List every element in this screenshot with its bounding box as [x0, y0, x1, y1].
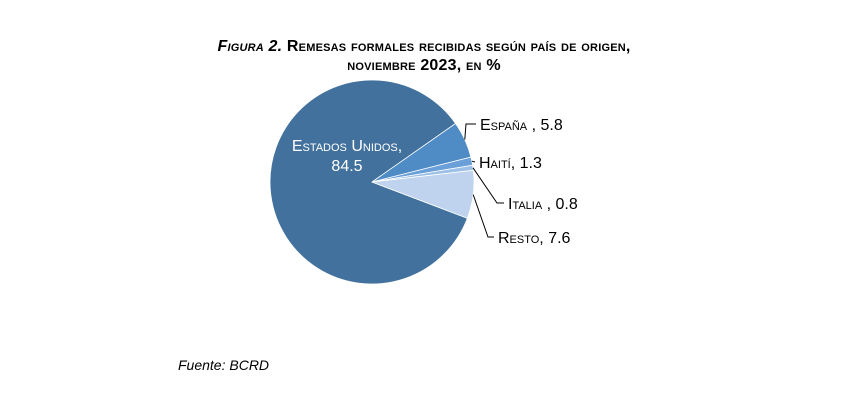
slice-label-estados-unidos: Estados Unidos,	[292, 138, 402, 155]
slice-label-italia: Italia , 0.8	[508, 196, 578, 213]
leader-line-haiti	[471, 160, 476, 163]
pie-slice-estados-unidos	[269, 79, 468, 285]
chart-title-line1: Figura 2. Remesas formales recibidas seg…	[0, 37, 848, 56]
source-note: Fuente: BCRD	[178, 357, 270, 373]
leader-line-resto	[472, 194, 494, 238]
chart-title-line2: noviembre 2023, en %	[347, 57, 501, 74]
pie-slices	[269, 79, 475, 285]
slice-label-haiti: Haití, 1.3	[479, 155, 542, 172]
slice-label-espana: España , 5.8	[480, 117, 563, 134]
slice-label-resto: Resto, 7.6	[498, 230, 571, 247]
chart-title-text: Remesas formales recibidas según país de…	[282, 38, 631, 55]
leader-line-espana	[464, 123, 476, 140]
slice-labels: Estados Unidos, 84.5 España , 5.8 Haití, 1.…	[292, 117, 578, 247]
slice-value-estados-unidos: 84.5	[331, 158, 362, 175]
leader-lines	[464, 123, 504, 238]
leader-line-italia	[472, 167, 504, 204]
pie-slice-resto	[371, 169, 475, 219]
figure-number: Figura 2.	[217, 38, 283, 55]
